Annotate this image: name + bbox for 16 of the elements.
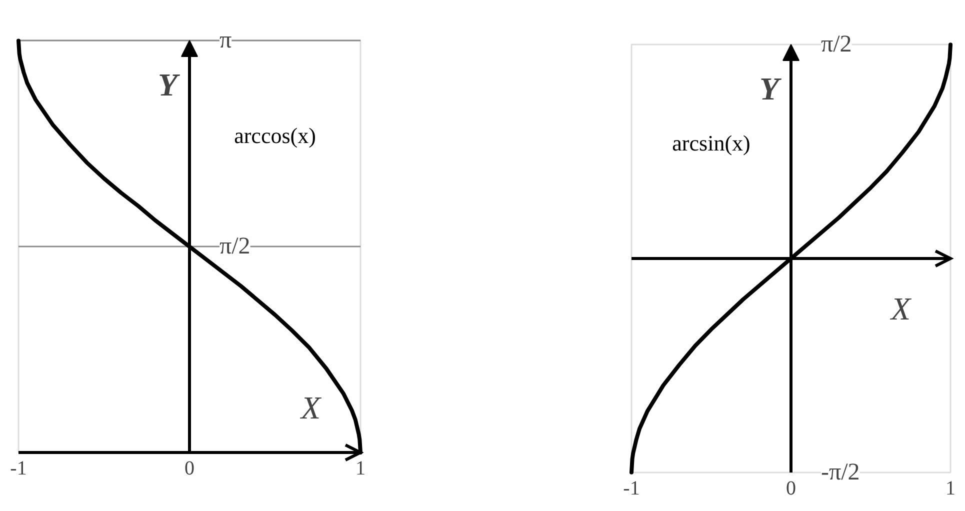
y-tick-label: π/2	[220, 234, 250, 260]
text: arccos(x)	[234, 122, 316, 148]
text: arcsin(x)	[672, 130, 750, 156]
x-tick-label: -1	[10, 458, 27, 480]
x-axis-title: X	[888, 290, 912, 326]
y-tick-label: -π/2	[821, 460, 860, 486]
y-axis-title: Y	[158, 66, 180, 102]
x-tick-label: -1	[623, 478, 640, 500]
y-axis-title: Y	[759, 70, 782, 106]
x-tick-label: 1	[946, 478, 956, 500]
x-tick-label: 0	[184, 458, 194, 480]
y-tick-label: π/2	[821, 32, 852, 58]
y-tick-label: π	[220, 28, 232, 54]
x-axis-title: X	[298, 390, 322, 426]
x-tick-label: 0	[786, 478, 796, 500]
x-tick-label: 1	[356, 458, 366, 480]
